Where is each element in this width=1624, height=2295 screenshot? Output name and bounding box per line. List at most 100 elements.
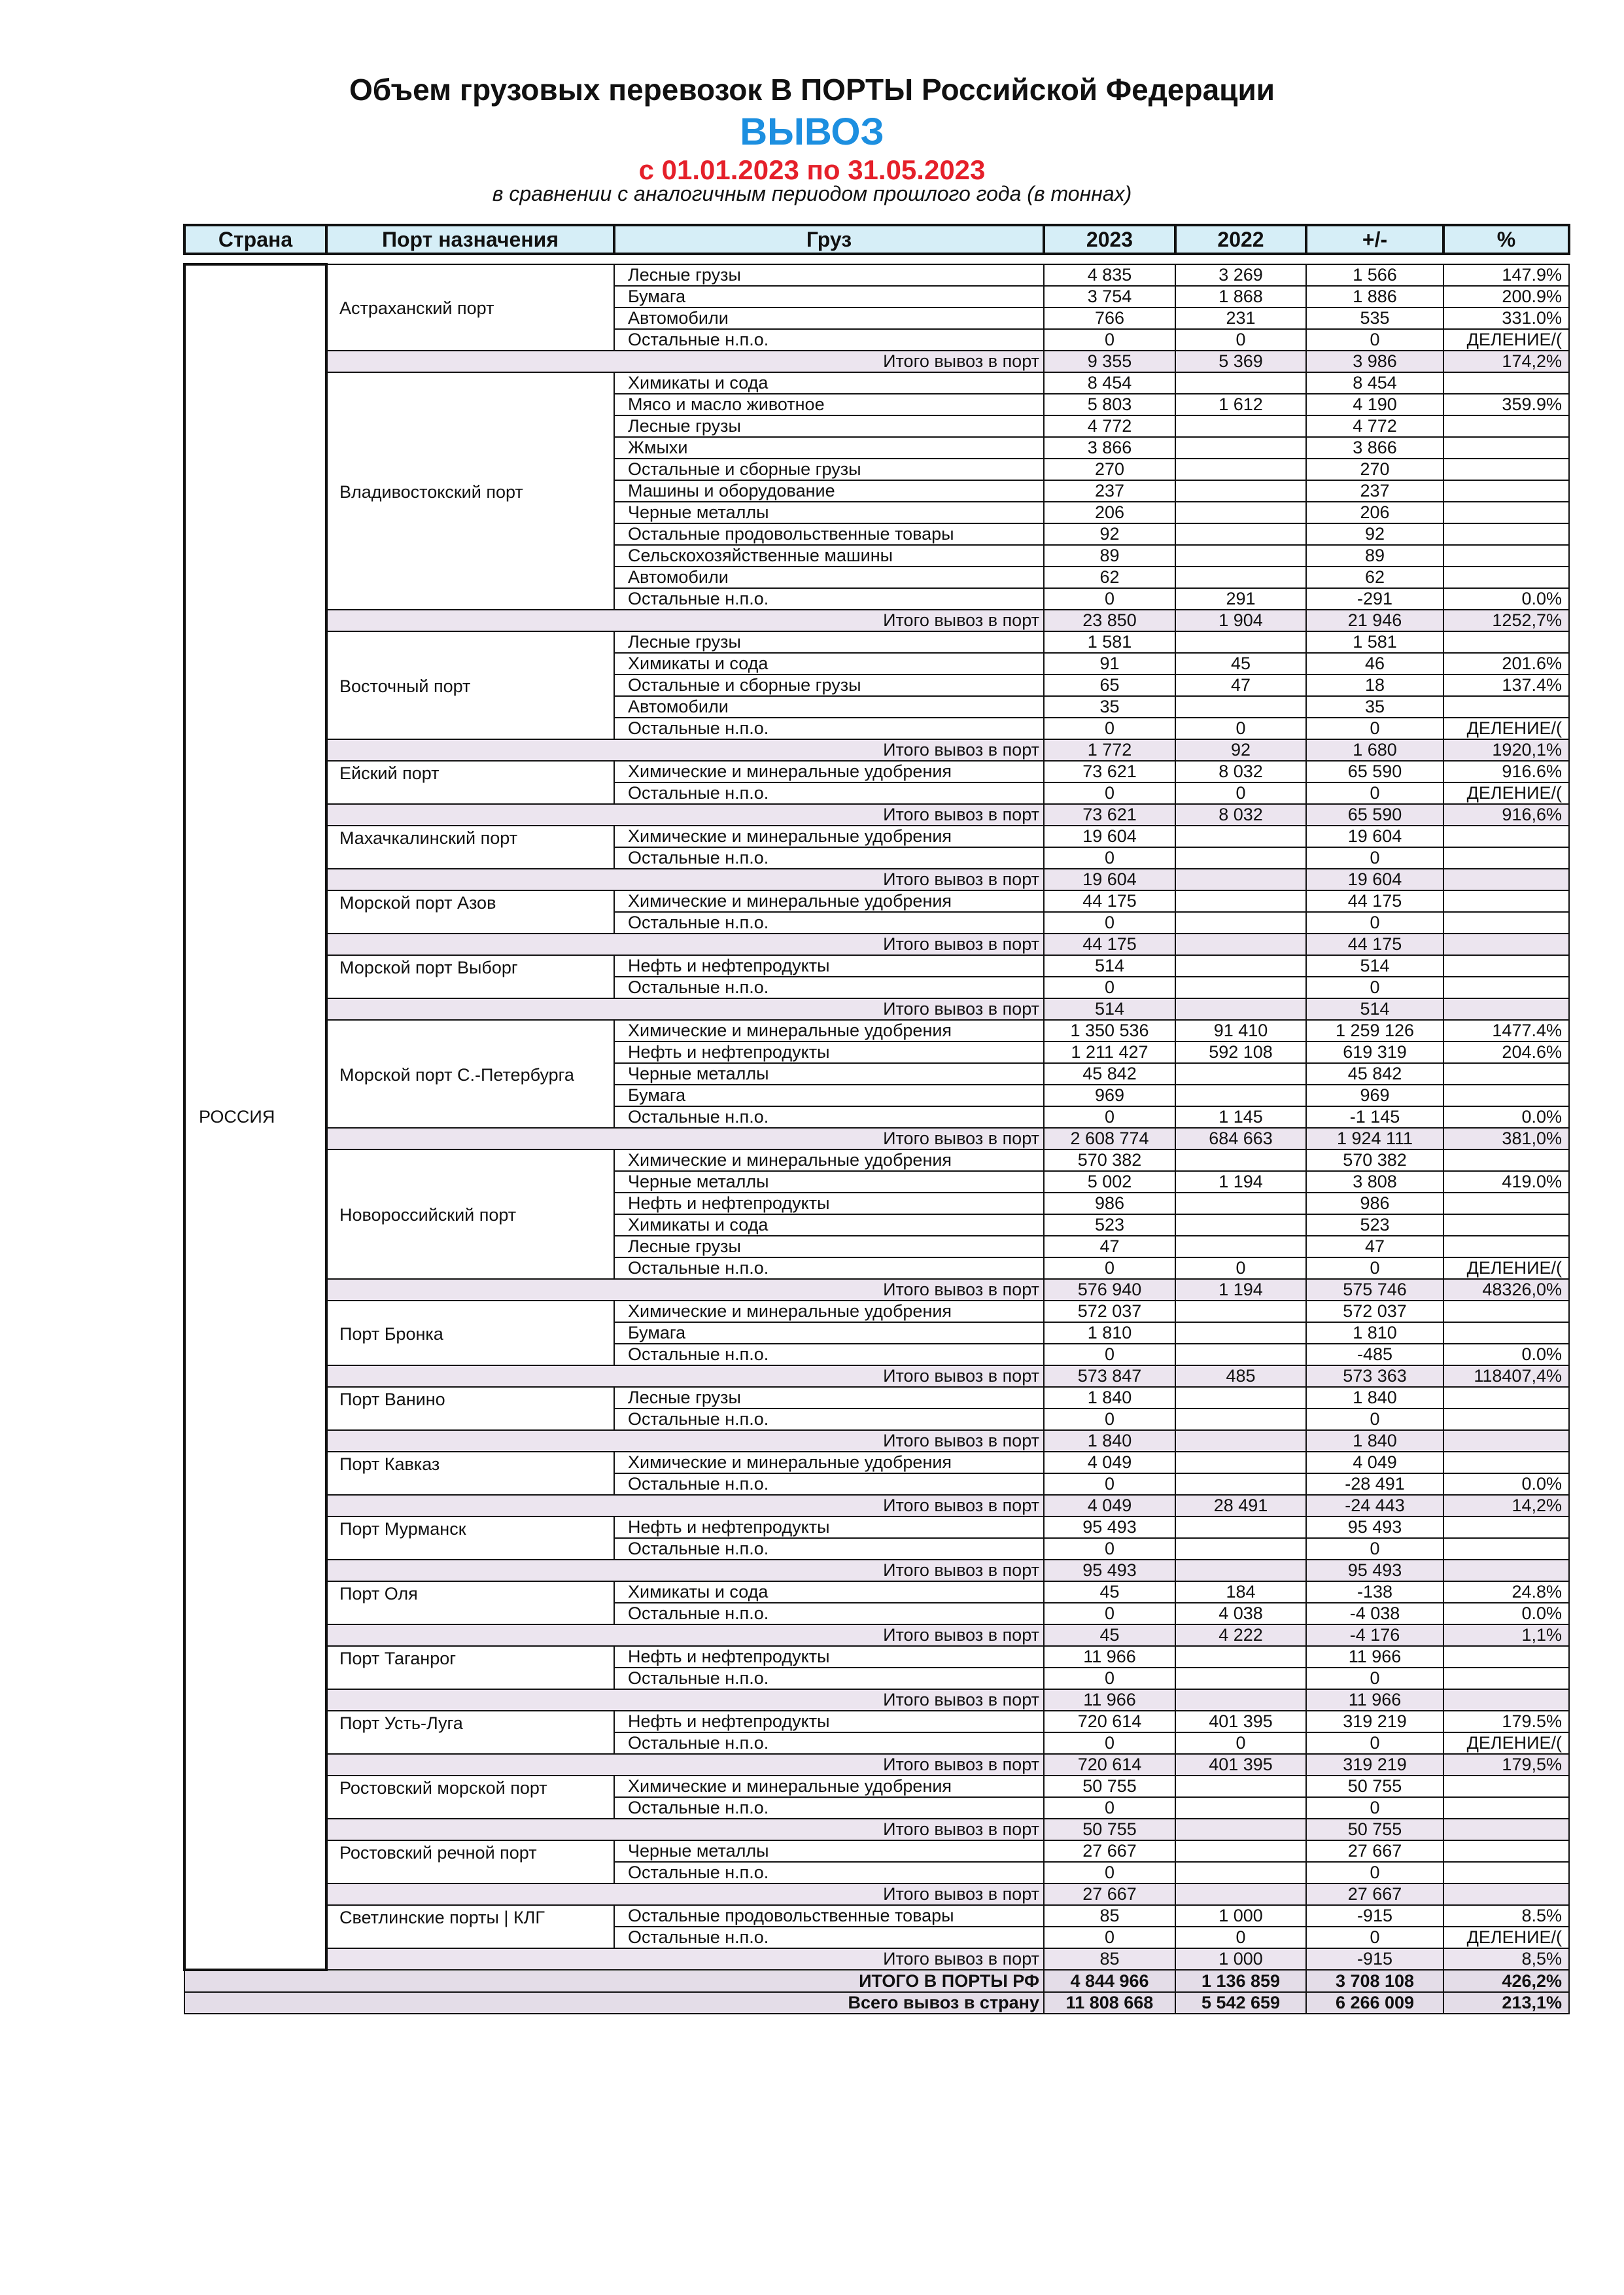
value-percent (1443, 1235, 1570, 1258)
value-2022 (1175, 1667, 1307, 1690)
cargo-name: Остальные н.п.о. (613, 847, 1045, 869)
cargo-name: Остальные н.п.о. (613, 976, 1045, 999)
value-2022 (1175, 1235, 1307, 1258)
column-header-cargo: Груз (613, 224, 1045, 255)
value-diff: 1 810 (1305, 1322, 1444, 1344)
value-percent (1443, 1516, 1570, 1539)
value-2023: 92 (1043, 523, 1176, 546)
cargo-name: Остальные продовольственные товары (613, 1904, 1045, 1927)
table-row: Автомобили 62 62 (184, 566, 1570, 589)
total-value-2022: 485 (1175, 1365, 1307, 1388)
value-2023: 73 621 (1043, 760, 1176, 783)
table-row: Остальные н.п.о. 0 4 038 -4 038 0.0% (184, 1602, 1570, 1625)
value-2023: 0 (1043, 976, 1176, 999)
table-row: Остальные н.п.о. 0 0 (184, 976, 1570, 999)
port-name: Махачкалинский порт (326, 825, 615, 869)
column-header-port: Порт назначения (325, 224, 615, 255)
table-row: Остальные н.п.о. 0 0 0 ДЕЛЕНИЕ/( (184, 328, 1570, 351)
value-percent (1443, 1451, 1570, 1474)
value-2022 (1175, 566, 1307, 589)
value-2023: 1 211 427 (1043, 1041, 1176, 1064)
value-percent (1443, 631, 1570, 654)
value-2022: 184 (1175, 1581, 1307, 1603)
value-diff: 11 966 (1305, 1645, 1444, 1668)
value-percent: 916.6% (1443, 760, 1570, 783)
table-row: Остальные н.п.о. 0 0 (184, 1537, 1570, 1560)
value-percent (1443, 890, 1570, 913)
cargo-name: Остальные н.п.о. (613, 1408, 1045, 1431)
value-2022: 45 (1175, 652, 1307, 675)
value-2023: 0 (1043, 1343, 1176, 1366)
value-2022: 0 (1175, 1732, 1307, 1755)
value-2023: 0 (1043, 1537, 1176, 1560)
value-2022: 291 (1175, 587, 1307, 610)
total-value-diff: 319 219 (1305, 1753, 1444, 1776)
value-2022 (1175, 976, 1307, 999)
column-header-2022: 2022 (1174, 224, 1307, 255)
total-value-percent (1443, 1559, 1570, 1582)
cargo-name: Химические и минеральные удобрения (613, 1149, 1045, 1172)
value-2023: 969 (1043, 1084, 1176, 1107)
value-diff: 0 (1305, 1667, 1444, 1690)
value-percent: 204.6% (1443, 1041, 1570, 1064)
value-percent: 331.0% (1443, 307, 1570, 330)
total-value-diff: -24 443 (1305, 1494, 1444, 1517)
value-2023: 0 (1043, 1257, 1176, 1280)
table-row: Ростовский речной порт Черные металлы 27 6… (184, 1840, 1570, 1884)
cargo-name: Лесные грузы (613, 1235, 1045, 1258)
port-total-row: Итого вывоз в порт 50 755 50 755 (184, 1818, 1570, 1841)
total-value-percent (1443, 868, 1570, 891)
value-percent: ДЕЛЕНИЕ/( (1443, 328, 1570, 351)
cargo-name: Автомобили (613, 307, 1045, 330)
total-value-2023: 4 049 (1043, 1494, 1176, 1517)
value-diff: -291 (1305, 587, 1444, 610)
value-diff: 1 581 (1305, 631, 1444, 654)
value-2022: 231 (1175, 307, 1307, 330)
value-2023: 766 (1043, 307, 1176, 330)
cargo-name: Химические и минеральные удобрения (613, 1019, 1045, 1042)
value-diff: 3 808 (1305, 1170, 1444, 1193)
cargo-name: Остальные и сборные грузы (613, 458, 1045, 481)
total-value-percent: 174,2% (1443, 350, 1570, 373)
port-total-row: Итого вывоз в порт 1 840 1 840 (184, 1429, 1570, 1452)
table-row: Остальные н.п.о. 0 291 -291 0.0% (184, 587, 1570, 610)
value-2022: 8 032 (1175, 760, 1307, 783)
value-2022: 91 410 (1175, 1019, 1307, 1042)
value-diff: 0 (1305, 1926, 1444, 1949)
table-row: Остальные н.п.о. 0 0 (184, 847, 1570, 869)
value-diff: 570 382 (1305, 1149, 1444, 1172)
port-total-row: Итого вывоз в порт 11 966 11 966 (184, 1689, 1570, 1711)
total-value-diff: 65 590 (1305, 803, 1444, 826)
period-heading: с 01.01.2023 по 31.05.2023 (638, 154, 986, 185)
total-value-2023: 45 (1043, 1624, 1176, 1647)
total-value-percent (1443, 1883, 1570, 1906)
table-row: Лесные грузы 4 772 4 772 (184, 415, 1570, 438)
value-diff: 0 (1305, 328, 1444, 351)
value-percent (1443, 1300, 1570, 1323)
port-name: Порт Ванино (326, 1386, 615, 1431)
value-2023: 0 (1043, 1602, 1176, 1625)
cargo-name: Остальные н.п.о. (613, 1732, 1045, 1755)
value-diff: -138 (1305, 1581, 1444, 1603)
cargo-name: Остальные н.п.о. (613, 1926, 1045, 1949)
total-value-diff: 11 966 (1305, 1689, 1444, 1711)
total-value-diff: 21 946 (1305, 609, 1444, 632)
port-total-row: Итого вывоз в порт 720 614 401 395 319 219 1… (184, 1753, 1570, 1776)
value-percent: ДЕЛЕНИЕ/( (1443, 782, 1570, 805)
total-value-2022 (1175, 1689, 1307, 1711)
table-row: Порт Кавказ Химические и минеральные удоб… (184, 1451, 1570, 1496)
value-diff: 535 (1305, 307, 1444, 330)
port-name: Светлинские порты | КЛГ (326, 1904, 615, 1949)
value-2023: 45 (1043, 1581, 1176, 1603)
value-2022: 4 038 (1175, 1602, 1307, 1625)
table-row: Остальные н.п.о. 0 0 0 ДЕЛЕНИЕ/( (184, 717, 1570, 740)
total-value-percent: 48326,0% (1443, 1278, 1570, 1301)
value-diff: 44 175 (1305, 890, 1444, 913)
grand-value-2022: 1 136 859 (1175, 1969, 1307, 1993)
cargo-name: Нефть и нефтепродукты (613, 1516, 1045, 1539)
value-2023: 0 (1043, 328, 1176, 351)
total-value-2022 (1175, 998, 1307, 1021)
port-total-row: Итого вывоз в порт 576 940 1 194 575 746 483… (184, 1278, 1570, 1301)
total-value-2022: 4 222 (1175, 1624, 1307, 1647)
cargo-name: Бумага (613, 1084, 1045, 1107)
